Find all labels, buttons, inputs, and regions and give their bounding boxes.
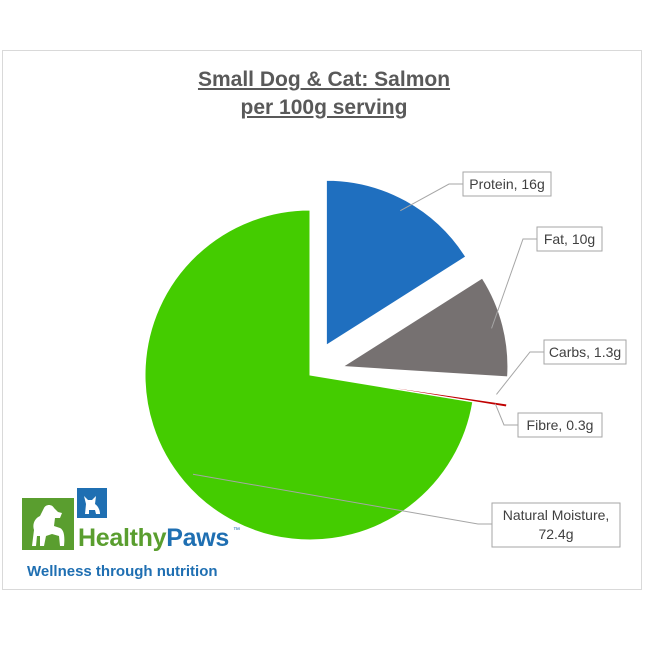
- pie-slice-carbs: [343, 378, 510, 403]
- leader-line-fibre: [494, 403, 518, 426]
- pie-slice-protein: [325, 179, 467, 347]
- data-label-fibre: Fibre, 0.3g: [527, 417, 594, 433]
- data-label-protein: Protein, 16g: [469, 176, 545, 192]
- data-label-carbs: Carbs, 1.3g: [549, 344, 621, 360]
- data-label-box: [491, 502, 621, 548]
- data-label-fat: Fat, 10g: [544, 231, 595, 247]
- brand-name-healthy: Healthy: [78, 524, 167, 552]
- healthypaws-logo: [22, 486, 262, 586]
- data-label-box: [536, 226, 603, 252]
- leader-line-fat: [491, 238, 537, 329]
- chart-title-line-2: per 100g serving: [240, 96, 408, 119]
- brand-name-paws: Paws: [166, 524, 229, 552]
- chart-title: Small Dog & Cat: Salmon per 100g serving: [0, 66, 648, 122]
- data-label-box: [517, 412, 603, 438]
- chart-title-line-1: Small Dog & Cat: Salmon: [197, 68, 451, 91]
- data-label-box: [543, 339, 627, 365]
- leader-line-carbs: [496, 351, 544, 395]
- brand-name: HealthyPaws: [78, 524, 229, 553]
- data-label-natural-moisture: Natural Moisture,: [503, 507, 610, 523]
- trademark-symbol: ™: [233, 527, 240, 534]
- data-label-box: [462, 171, 552, 197]
- data-label-natural-moisture: 72.4g: [538, 526, 573, 542]
- dog-cat-logo-icon: [22, 488, 107, 550]
- leader-line-natural-moisture: [192, 473, 492, 525]
- leader-line-protein: [400, 183, 463, 212]
- pie-slice-fat: [341, 277, 509, 378]
- brand-tagline: Wellness through nutrition: [27, 563, 218, 580]
- pie-slice-natural-moisture: [144, 209, 474, 541]
